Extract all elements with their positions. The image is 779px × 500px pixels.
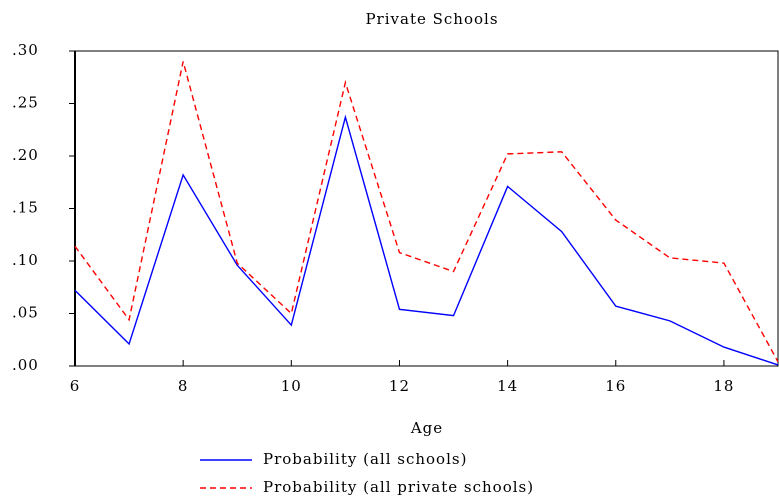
y-tick-label: .20: [12, 146, 39, 164]
y-tick-label: .25: [12, 94, 39, 112]
legend-label: Probability (all schools): [263, 450, 467, 468]
series-line: [74, 114, 779, 366]
y-tick-label: .00: [12, 356, 39, 374]
x-tick-label: 8: [178, 377, 189, 395]
x-tick-label: 18: [713, 377, 734, 395]
y-tick-label: .15: [12, 199, 39, 217]
x-tick-label: 6: [70, 377, 81, 395]
x-tick-label: 14: [497, 377, 518, 395]
series-line: [74, 61, 779, 363]
y-tick-label: .10: [12, 251, 39, 269]
y-tick-label: .30: [12, 41, 39, 59]
y-tick-label: .05: [12, 304, 39, 322]
plot-frame: [74, 50, 779, 367]
x-tick-label: 12: [389, 377, 410, 395]
x-axis-label: Age: [410, 419, 443, 437]
legend-label: Probability (all private schools): [263, 478, 534, 496]
x-tick-label: 10: [281, 377, 302, 395]
x-tick-label: 16: [605, 377, 626, 395]
chart-title: Private Schools: [365, 10, 498, 28]
